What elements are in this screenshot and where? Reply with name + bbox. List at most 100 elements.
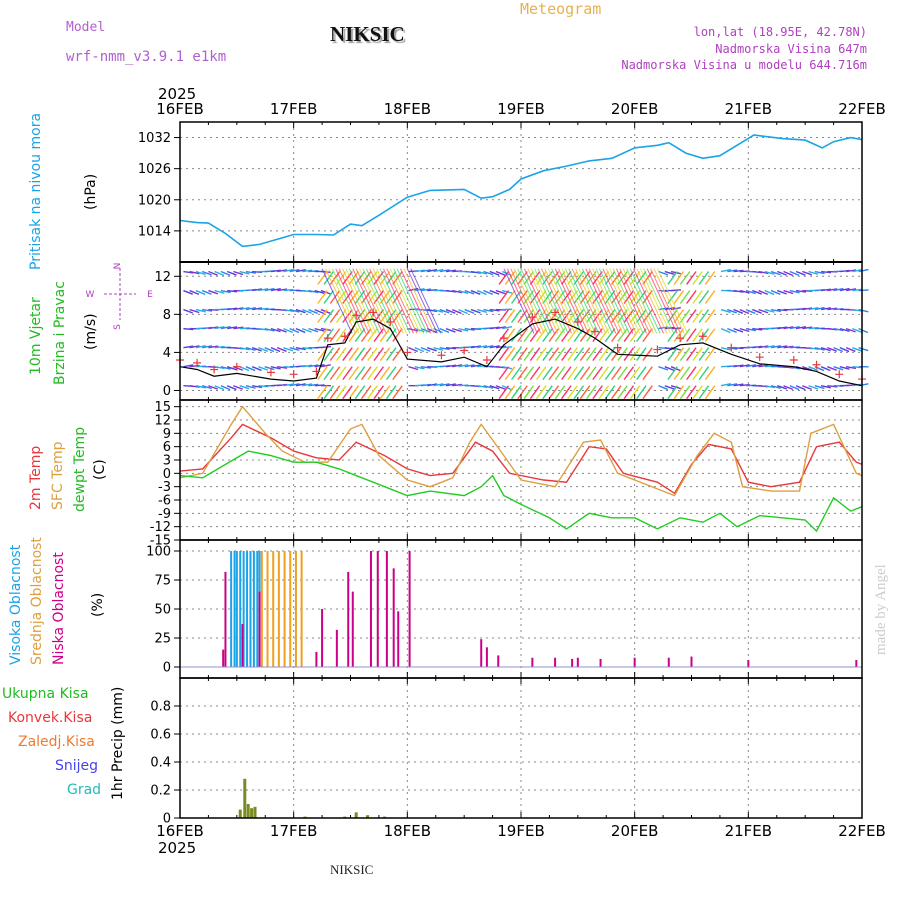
wind-barb xyxy=(604,366,616,381)
wind-barb xyxy=(727,308,737,314)
gust-marker xyxy=(676,334,685,343)
model-label: Model xyxy=(66,20,106,35)
wind-barb xyxy=(414,347,425,353)
wind-barb xyxy=(226,270,237,276)
wind-barb xyxy=(827,347,837,352)
wind-barb xyxy=(808,270,819,275)
wind-barb xyxy=(239,366,250,372)
wind-barb xyxy=(283,327,293,334)
wind-barb xyxy=(227,307,238,311)
wind-barb xyxy=(673,366,685,381)
gust-hatch xyxy=(406,268,438,334)
wind-barb xyxy=(573,366,585,381)
wind-barb xyxy=(420,383,431,387)
wind-barb xyxy=(476,289,487,296)
wind-barb xyxy=(367,347,378,362)
y-tick-label: -6 xyxy=(158,494,171,509)
gust-hatch xyxy=(650,268,682,334)
gust-marker xyxy=(193,358,202,367)
wind-barb xyxy=(452,364,463,368)
wind-barb xyxy=(427,383,438,387)
wind-barb xyxy=(517,309,528,323)
wind-barb xyxy=(495,326,506,330)
wind-barb xyxy=(233,307,244,311)
wind-barb xyxy=(789,270,800,277)
wind-barb xyxy=(283,346,294,352)
wind-barb xyxy=(308,364,319,368)
y-tick-label: 0.4 xyxy=(150,756,171,771)
wind-barb xyxy=(504,290,516,304)
wind-barb xyxy=(245,385,256,389)
wind-barb xyxy=(323,385,335,400)
wind-barb xyxy=(335,347,347,362)
wind-barb xyxy=(579,347,591,362)
wind-barb xyxy=(642,328,653,342)
precip-legend-item: Zaledj.Kisa xyxy=(18,734,95,750)
wind-barb xyxy=(783,289,794,295)
wind-barb xyxy=(623,290,635,304)
wind-barb xyxy=(354,366,366,381)
wind-barb xyxy=(704,347,716,362)
wind-barb xyxy=(208,385,219,390)
wind-barb xyxy=(295,308,306,314)
wind-barb xyxy=(504,385,516,400)
wind-barb xyxy=(433,346,444,351)
day-label-top: 16FEB xyxy=(156,100,203,118)
wind-barb xyxy=(733,364,744,368)
gust-hatch xyxy=(588,268,620,334)
gust-hatch xyxy=(338,268,370,334)
wind-barb xyxy=(379,366,391,381)
wind-barb xyxy=(604,347,616,362)
wind-compass: W E N S xyxy=(86,263,154,330)
wind-barb xyxy=(323,366,335,381)
wind-barb xyxy=(598,347,610,362)
gust-hatch xyxy=(633,268,664,334)
wind-barb xyxy=(214,365,225,370)
wind-barb xyxy=(833,287,844,292)
gust-hatch xyxy=(571,268,603,334)
wind-barb xyxy=(698,309,710,323)
wind-barb xyxy=(373,366,385,381)
wind-barb xyxy=(814,385,825,390)
wind-barb xyxy=(827,366,837,371)
wind-barb xyxy=(692,385,703,400)
gust-hatch xyxy=(581,268,613,334)
wind-barb xyxy=(392,309,403,323)
wind-barb xyxy=(308,308,318,315)
wind-barb xyxy=(317,271,328,285)
y-tick-label: 0 xyxy=(163,467,171,482)
wind-barb xyxy=(783,365,794,369)
wind-barb xyxy=(833,347,844,353)
wind-barb xyxy=(692,271,703,285)
y-tick-label: 1032 xyxy=(138,131,171,146)
wind-barb xyxy=(373,290,385,304)
wind-barb xyxy=(542,347,553,362)
gust-hatch xyxy=(400,268,431,334)
station-title: NIKSIC xyxy=(330,22,405,46)
wind-barb xyxy=(764,270,775,275)
wind-barb xyxy=(420,347,431,352)
gust-hatch xyxy=(598,268,630,334)
wind-barb xyxy=(839,327,850,332)
wind-barb xyxy=(511,385,522,400)
wind-barb xyxy=(833,327,844,332)
wind-barb xyxy=(314,289,325,294)
wind-barb xyxy=(623,347,635,362)
wind-barb xyxy=(323,290,335,304)
wind-barb xyxy=(392,385,403,400)
wind-barb xyxy=(289,327,300,334)
wind-barb xyxy=(445,269,456,273)
wind-barb xyxy=(329,385,341,400)
wind-barb xyxy=(504,328,516,342)
gust-hatch xyxy=(372,268,404,334)
y-tick-label: 0 xyxy=(163,661,171,676)
wind-barb xyxy=(452,383,463,387)
wind-barb xyxy=(367,366,378,381)
wind-barb xyxy=(720,383,731,387)
wind-barb xyxy=(420,269,431,273)
wind-barb xyxy=(673,290,685,304)
wind-barb xyxy=(814,306,825,311)
wind-barb xyxy=(727,383,738,387)
gust-marker xyxy=(499,334,508,343)
wind-barb xyxy=(308,383,319,387)
